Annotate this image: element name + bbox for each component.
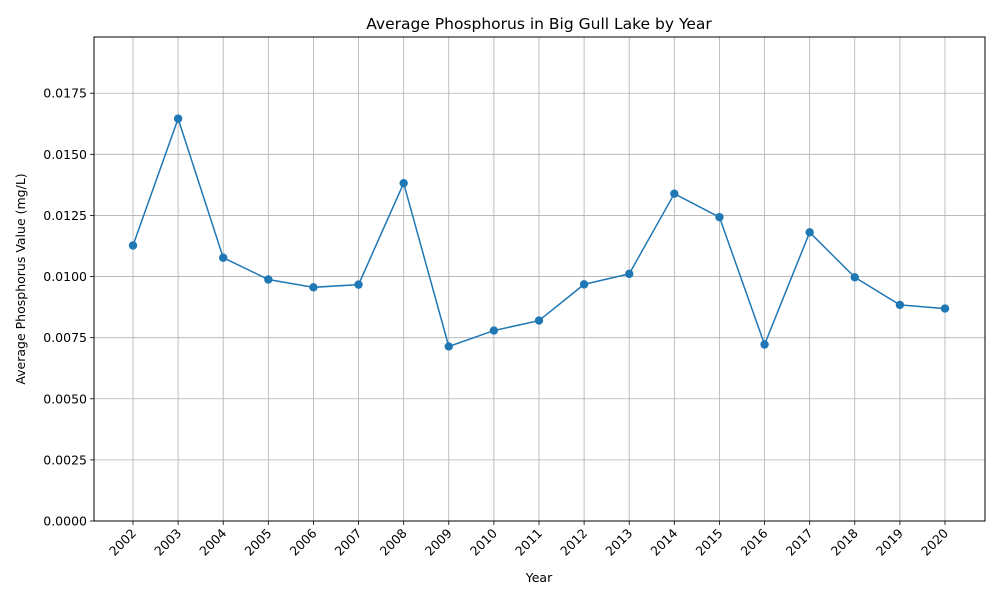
y-tick-label: 0.0025 — [43, 452, 87, 467]
x-tick-label: 2015 — [692, 526, 725, 559]
x-tick-label: 2006 — [286, 525, 319, 558]
y-tick-label: 0.0075 — [43, 330, 87, 345]
y-tick-label: 0.0175 — [43, 86, 87, 101]
data-point-marker — [940, 304, 950, 313]
data-point-marker — [805, 228, 814, 237]
plot-area-frame — [93, 36, 986, 522]
x-axis-label: Year — [525, 570, 553, 585]
y-tick-label: 0.0100 — [43, 269, 87, 284]
y-tick-label: 0.0150 — [43, 147, 87, 162]
x-tick-label: 2020 — [918, 525, 951, 558]
data-point-marker — [625, 269, 634, 279]
x-tick-label: 2017 — [783, 526, 816, 559]
data-point-marker — [399, 178, 408, 188]
data-point-marker — [444, 342, 453, 351]
data-point-marker — [895, 300, 905, 310]
x-tick-label: 2005 — [241, 526, 274, 559]
data-point-marker — [715, 212, 724, 222]
y-tick-label: 0.0125 — [43, 208, 87, 223]
x-tick-label: 2003 — [151, 526, 184, 559]
x-tick-label: 2009 — [422, 525, 455, 558]
data-point-marker — [670, 189, 679, 198]
x-tick-label: 2016 — [738, 525, 771, 558]
data-point-marker — [264, 275, 273, 284]
data-point-marker — [354, 280, 363, 289]
y-axis-ticks: 0.0000 0.0025 0.0050 0.0075 0.0100 0.0125 0.01… — [43, 86, 94, 529]
data-point-marker — [760, 340, 769, 349]
data-point-marker — [173, 114, 183, 123]
data-point-marker — [489, 326, 499, 335]
y-axis-label: Average Phosphorus Value (mg/L) — [13, 173, 28, 384]
x-tick-label: 2008 — [377, 525, 410, 558]
data-point-marker — [309, 283, 318, 292]
data-point-marker — [128, 241, 138, 250]
data-point-marker — [534, 316, 544, 325]
chart-title: Average Phosphorus in Big Gull Lake by Y… — [366, 15, 712, 33]
x-tick-label: 2012 — [557, 526, 590, 559]
x-tick-label: 2013 — [602, 526, 635, 559]
data-point-marker — [850, 273, 859, 282]
data-point-marker — [579, 280, 589, 289]
x-tick-label: 2019 — [873, 525, 906, 558]
x-tick-label: 2002 — [106, 526, 139, 559]
x-tick-label: 2004 — [196, 525, 229, 558]
x-tick-label: 2014 — [647, 525, 680, 558]
x-tick-label: 2007 — [332, 526, 365, 559]
y-tick-label: 0.0000 — [43, 514, 87, 529]
x-tick-label: 2018 — [828, 525, 861, 558]
x-axis-ticks: 2002 2003 2004 2005 2006 2007 2008 2009 2010 2011… — [106, 521, 951, 559]
data-series — [128, 114, 950, 351]
grid-lines — [94, 37, 985, 522]
x-tick-label: 2010 — [467, 525, 500, 558]
y-tick-label: 0.0050 — [43, 391, 87, 406]
x-tick-label: 2011 — [512, 526, 545, 559]
data-point-marker — [219, 253, 228, 262]
